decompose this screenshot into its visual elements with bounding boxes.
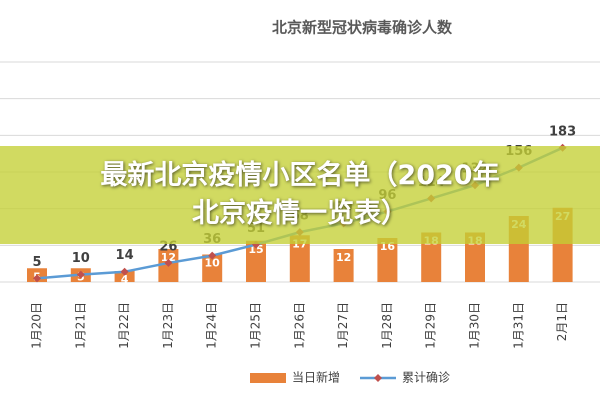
legend-swatch xyxy=(250,373,286,383)
bar xyxy=(202,254,223,282)
bar-value-label: 4 xyxy=(121,273,129,286)
bar xyxy=(333,249,354,282)
line-value-label: 5 xyxy=(32,255,41,270)
x-tick-label: 1月29日 xyxy=(424,302,438,349)
line-marker xyxy=(120,267,129,276)
line-marker xyxy=(164,258,173,267)
x-tick-label: 1月27日 xyxy=(336,302,350,349)
x-tick-label: 1月30日 xyxy=(468,302,482,349)
bar xyxy=(421,232,442,282)
line-value-label: 10 xyxy=(72,251,90,266)
bar xyxy=(289,235,310,282)
chart-title: 北京新型冠状病毒确诊人数 xyxy=(272,19,453,37)
x-tick-label: 2月1日 xyxy=(555,302,569,341)
x-tick-label: 1月28日 xyxy=(380,302,394,349)
bar xyxy=(377,238,398,282)
line-value-label: 183 xyxy=(549,124,576,139)
bar-value-label: 12 xyxy=(336,251,351,264)
line-marker xyxy=(208,251,217,260)
x-tick-label: 1月23日 xyxy=(161,302,175,349)
x-tick-label: 1月20日 xyxy=(30,302,44,349)
banner-line: 最新北京疫情小区名单（2020年 xyxy=(100,160,500,191)
bar-value-label: 12 xyxy=(161,251,176,264)
banner: 最新北京疫情小区名单（2020年 北京疫情一览表） xyxy=(0,146,600,244)
x-tick-label: 1月22日 xyxy=(117,302,131,349)
x-tick-label: 1月31日 xyxy=(511,302,525,349)
line-value-label: 14 xyxy=(116,248,134,263)
bar xyxy=(465,232,485,282)
banner-line: 北京疫情一览表） xyxy=(192,198,408,229)
bar xyxy=(246,240,266,282)
x-tick-label: 1月25日 xyxy=(249,302,263,349)
legend-marker xyxy=(374,374,382,382)
x-tick-label: 1月26日 xyxy=(292,302,306,349)
legend-label: 当日新增 xyxy=(292,370,340,385)
bar-value-label: 10 xyxy=(205,257,221,270)
line-marker xyxy=(33,274,41,283)
bar xyxy=(114,271,135,282)
line-marker xyxy=(76,270,85,279)
legend-label: 累计确诊 xyxy=(402,371,450,385)
x-tick-label: 1月24日 xyxy=(205,302,219,349)
x-tick-label: 1月21日 xyxy=(73,302,87,349)
